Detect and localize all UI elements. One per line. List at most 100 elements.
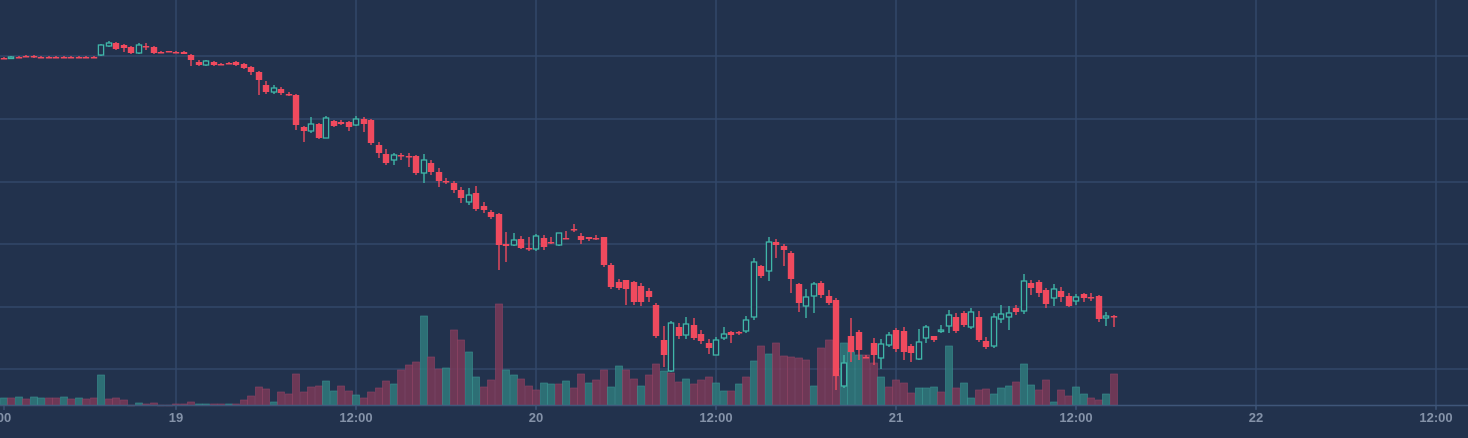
candle-down[interactable] bbox=[127, 46, 135, 54]
candle-down[interactable] bbox=[45, 56, 53, 59]
candle-up[interactable] bbox=[322, 116, 330, 139]
candle-down[interactable] bbox=[630, 281, 638, 305]
candle-down[interactable] bbox=[172, 51, 180, 54]
candle-down[interactable] bbox=[345, 121, 353, 131]
candle-down[interactable] bbox=[412, 155, 420, 175]
candle-down[interactable] bbox=[615, 279, 623, 290]
candle-down[interactable] bbox=[735, 331, 743, 335]
candle-down[interactable] bbox=[900, 327, 908, 360]
candle-up[interactable] bbox=[922, 325, 930, 343]
candle-down[interactable] bbox=[232, 61, 240, 66]
candle-up[interactable] bbox=[1050, 284, 1058, 306]
candle-down[interactable] bbox=[1095, 295, 1103, 322]
candle-down[interactable] bbox=[60, 56, 68, 59]
candle-down[interactable] bbox=[142, 43, 150, 50]
candle-down[interactable] bbox=[1080, 293, 1088, 302]
candle-up[interactable] bbox=[465, 188, 473, 205]
candle-down[interactable] bbox=[855, 330, 863, 360]
candle-down[interactable] bbox=[457, 187, 465, 203]
candle-down[interactable] bbox=[120, 44, 128, 52]
candle-down[interactable] bbox=[780, 244, 788, 266]
candle-down[interactable] bbox=[375, 142, 383, 158]
candle-down[interactable] bbox=[337, 120, 345, 125]
candle-down[interactable] bbox=[1027, 280, 1035, 295]
candle-down[interactable] bbox=[982, 337, 990, 349]
candle-down[interactable] bbox=[690, 318, 698, 340]
candle-down[interactable] bbox=[397, 153, 405, 160]
candle-down[interactable] bbox=[907, 344, 915, 362]
candle-up[interactable] bbox=[510, 233, 518, 246]
candle-down[interactable] bbox=[15, 56, 23, 59]
candle-up[interactable] bbox=[810, 282, 818, 313]
candle-down[interactable] bbox=[675, 323, 683, 339]
candle-up[interactable] bbox=[202, 60, 210, 66]
candle-up[interactable] bbox=[7, 56, 15, 60]
candle-down[interactable] bbox=[637, 283, 645, 306]
candle-down[interactable] bbox=[442, 178, 450, 184]
candle-down[interactable] bbox=[262, 81, 270, 94]
candle-down[interactable] bbox=[367, 119, 375, 145]
candle-down[interactable] bbox=[360, 117, 368, 132]
candle-up[interactable] bbox=[937, 325, 945, 333]
candle-down[interactable] bbox=[315, 123, 323, 139]
candle-down[interactable] bbox=[930, 336, 938, 342]
candle-down[interactable] bbox=[517, 236, 525, 249]
candle-down[interactable] bbox=[892, 328, 900, 352]
candle-up[interactable] bbox=[877, 339, 885, 369]
candle-down[interactable] bbox=[0, 57, 8, 60]
candle-down[interactable] bbox=[37, 56, 45, 59]
candle-down[interactable] bbox=[645, 288, 653, 302]
candle-up[interactable] bbox=[1072, 294, 1080, 305]
candle-down[interactable] bbox=[300, 126, 308, 142]
candle-up[interactable] bbox=[915, 329, 923, 360]
candle-up[interactable] bbox=[720, 327, 728, 340]
candle-up[interactable] bbox=[885, 332, 893, 347]
candle-up[interactable] bbox=[997, 305, 1005, 323]
candle-down[interactable] bbox=[795, 283, 803, 312]
candle-down[interactable] bbox=[697, 330, 705, 344]
candle-down[interactable] bbox=[427, 160, 435, 175]
candle-down[interactable] bbox=[90, 56, 98, 59]
candle-down[interactable] bbox=[1042, 288, 1050, 308]
candle-down[interactable] bbox=[832, 298, 840, 390]
candle-down[interactable] bbox=[1035, 280, 1043, 297]
candle-up[interactable] bbox=[270, 85, 278, 94]
candle-down[interactable] bbox=[952, 313, 960, 333]
candle-down[interactable] bbox=[112, 42, 120, 50]
candle-down[interactable] bbox=[150, 46, 158, 54]
candle-down[interactable] bbox=[960, 311, 968, 327]
candle-up[interactable] bbox=[742, 316, 750, 333]
candle-down[interactable] bbox=[165, 51, 173, 53]
candle-down[interactable] bbox=[1065, 293, 1073, 307]
candle-up[interactable] bbox=[1005, 306, 1013, 330]
candle-up[interactable] bbox=[135, 43, 143, 54]
candle-down[interactable] bbox=[330, 120, 338, 127]
candle-down[interactable] bbox=[525, 237, 533, 251]
candle-down[interactable] bbox=[787, 251, 795, 293]
candle-down[interactable] bbox=[502, 232, 510, 262]
candle-up[interactable] bbox=[667, 321, 675, 372]
candle-up[interactable] bbox=[682, 317, 690, 339]
candle-down[interactable] bbox=[660, 326, 668, 367]
candle-down[interactable] bbox=[607, 263, 615, 289]
candle-up[interactable] bbox=[352, 116, 360, 126]
candle-down[interactable] bbox=[495, 213, 503, 270]
candle-down[interactable] bbox=[577, 233, 585, 244]
candle-down[interactable] bbox=[562, 231, 570, 240]
candle-down[interactable] bbox=[487, 210, 495, 219]
candle-down[interactable] bbox=[870, 338, 878, 365]
candle-down[interactable] bbox=[847, 318, 855, 362]
candle-down[interactable] bbox=[622, 280, 630, 305]
candle-down[interactable] bbox=[817, 281, 825, 298]
candle-down[interactable] bbox=[570, 224, 578, 232]
candle-down[interactable] bbox=[1057, 287, 1065, 302]
candle-down[interactable] bbox=[30, 55, 38, 58]
candle-up[interactable] bbox=[945, 310, 953, 333]
candle-down[interactable] bbox=[285, 92, 293, 96]
candle-down[interactable] bbox=[757, 265, 765, 278]
candle-down[interactable] bbox=[585, 237, 593, 241]
candle-down[interactable] bbox=[862, 355, 870, 359]
candle-down[interactable] bbox=[547, 237, 555, 244]
candle-down[interactable] bbox=[705, 339, 713, 354]
